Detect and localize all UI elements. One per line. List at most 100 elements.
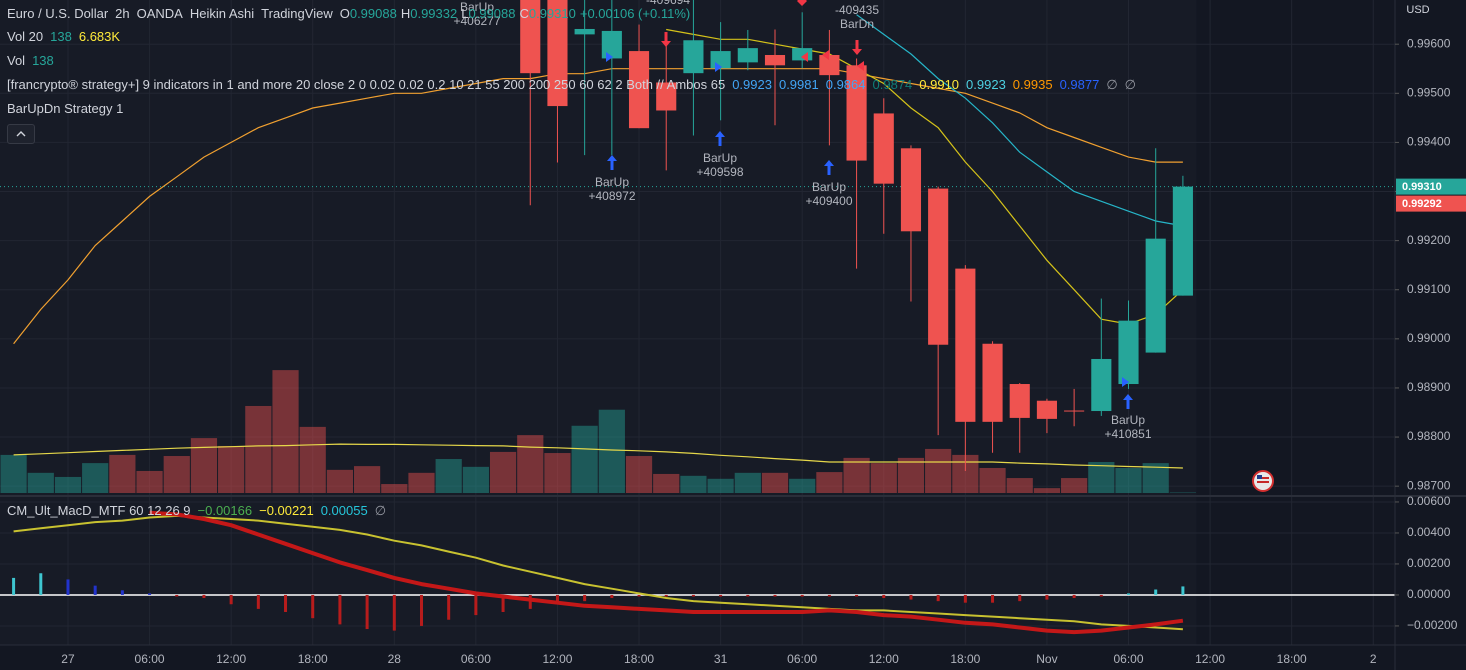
ohlc-label: L [461,6,469,21]
annotation-text: -409694 [646,0,690,7]
volume-bar [843,457,870,493]
indicator-value: ∅ [374,503,387,518]
indicator-value: 0.9910 [919,77,960,92]
indicator-value: −0.00221 [259,503,314,518]
y-tick-label: 0.99600 [1407,36,1451,50]
flag-stripe [1257,481,1269,483]
candle-body [547,0,568,107]
candle-body [792,48,813,61]
volume-ma-legend: Vol 20 138 6.683K [7,28,127,46]
price-label: 0.99292 [1402,198,1442,210]
candle-body [819,55,840,76]
entry-marker [715,62,722,72]
histogram-bar [691,594,695,597]
histogram-bar [1045,594,1049,600]
histogram-bar [746,594,750,597]
histogram-bar [175,594,179,597]
histogram-bar [256,594,260,609]
histogram-bar [1018,594,1022,602]
volume-bar [381,484,408,493]
volume-bar [0,454,27,493]
indicator-value: 6.683K [78,29,121,44]
volume-bar [925,448,952,493]
candle-body [1118,320,1139,385]
histogram-bar [365,594,369,630]
flag-canton [1257,475,1262,479]
volume-bar [680,475,707,493]
volume-bar [1169,492,1196,493]
indicator-name: [francrypto® strategy+] 9 indicators in … [7,77,726,92]
annotation-text: BarUp [703,151,737,165]
indicator-value: −0.00166 [197,503,253,518]
histogram-bar [936,594,940,602]
volume-bar [163,456,190,493]
strategy2-legend: BarUpDn Strategy 1 [7,100,130,118]
chevron [16,131,26,137]
candle-body [628,51,650,129]
volume-bar [462,466,489,493]
histogram-bar [991,594,995,603]
y-tick-label: 0.00400 [1407,525,1451,539]
indicator-name: Vol [7,53,26,68]
histogram-bar [202,594,206,599]
macd-pane [12,510,1185,635]
volume-bar [245,405,272,493]
histogram-bar [1181,586,1185,595]
histogram-bar [528,594,532,609]
price-pane: BarUp+406277-409694BarUp+408972BarUp+409… [0,0,1395,493]
histogram-bar [1154,589,1158,595]
volume-bar [979,467,1006,493]
histogram-bar [827,594,831,597]
sell-marker [797,0,807,6]
volume-bar [136,470,163,493]
volume-bar [761,472,789,493]
volume-bar [1033,488,1061,493]
histogram-bar [909,594,913,600]
x-tick-label: 27 [61,652,75,666]
candle-body [955,268,976,422]
volume-bar [326,469,354,493]
y-tick-label: 0.99000 [1407,331,1451,345]
y-tick-label: −0.00200 [1407,618,1458,632]
histogram-bar [419,594,423,626]
collapse-legend-button[interactable] [7,124,35,144]
strategy-legend: [francrypto® strategy+] 9 indicators in … [7,76,1143,94]
candle-body [928,188,949,345]
volume-bar [571,425,598,493]
flag-icon[interactable] [1252,470,1274,492]
exit-marker [857,61,864,71]
candle-body [982,343,1003,422]
candle-body [1091,358,1112,412]
candle-body [1064,410,1085,412]
histogram-bar [555,594,559,605]
ohlc-value: 0.99088 [468,6,516,21]
volume-bar [653,473,680,493]
indicator-name: CM_Ult_MacD_MTF 60 12 26 9 [7,503,191,518]
buy-arrow [715,131,725,146]
y-tick-label: 0.00600 [1407,494,1451,508]
histogram-bar [1127,593,1131,595]
histogram-bar [800,594,804,597]
ohlc-value: 0.99332 [410,6,458,21]
volume-bar [82,463,109,493]
flag-stripe [1257,477,1269,479]
volume-bar [544,453,571,493]
x-tick-label: 28 [388,652,402,666]
ohlc-label: O [339,6,350,21]
buy-arrow [824,160,834,175]
price-change: +0.00106 (+0.11%) [579,6,691,21]
indicator-value: ∅ [1106,77,1118,92]
grid [0,0,1395,645]
annotation-text: +409598 [696,165,743,179]
symbol-title-part: 2h [115,6,130,21]
volume-bar [218,445,245,493]
annotation-text: BarUp [460,0,494,14]
ohlc-value: 0.99088 [349,6,397,21]
x-tick-label: 06:00 [461,652,491,666]
volume-bar [707,478,734,493]
signal-line [13,514,1183,631]
candle-body [710,51,731,69]
symbol-title-part: TradingView [261,6,333,21]
